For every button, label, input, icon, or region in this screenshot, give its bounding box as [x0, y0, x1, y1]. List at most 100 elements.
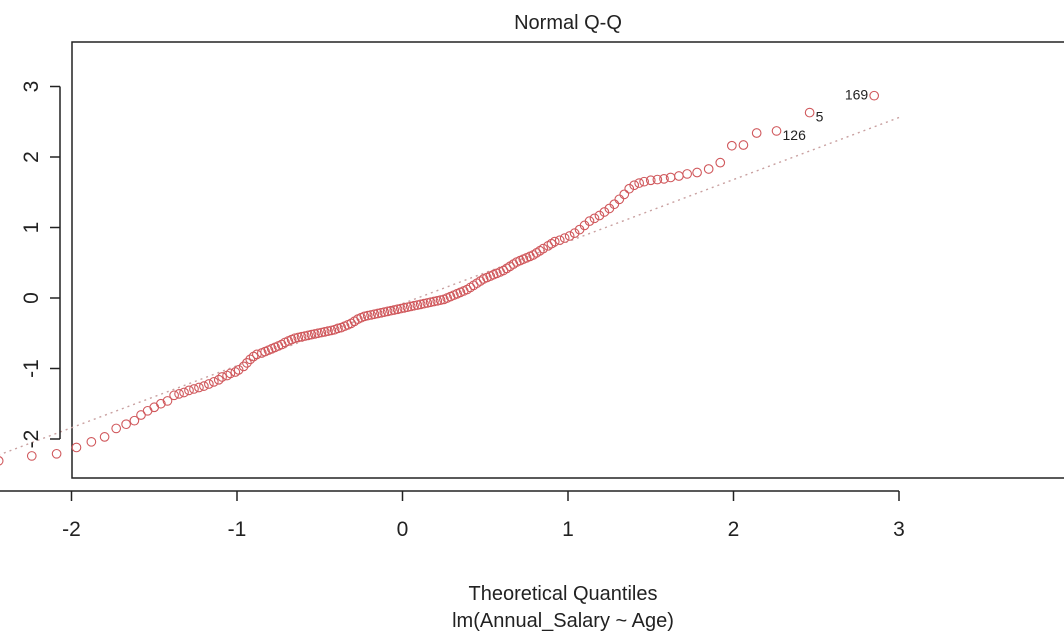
qq-point: [412, 300, 423, 310]
qq-point: [366, 310, 376, 320]
qq-point: [121, 419, 131, 430]
qq-point: [290, 333, 300, 344]
qq-point: [771, 126, 782, 136]
x-tick-label: -2: [62, 518, 81, 541]
qq-point: [208, 377, 219, 387]
qq-point: [429, 296, 439, 307]
qq-point: [306, 329, 317, 340]
qq-point: [751, 128, 762, 138]
qq-point: [726, 140, 737, 151]
qq-point: [99, 432, 110, 442]
x-tick-label: 1: [562, 518, 574, 541]
qq-point: [869, 90, 880, 101]
point-labels: 169 5 126: [783, 87, 869, 143]
qq-point: [26, 451, 37, 461]
y-tick-label: 0: [20, 292, 43, 304]
qq-point: [738, 140, 749, 150]
x-tick-label: -1: [228, 518, 247, 541]
qq-point: [614, 194, 625, 205]
qq-point: [316, 327, 327, 338]
qq-point: [399, 303, 410, 313]
qq-point: [326, 325, 337, 336]
qq-point: [415, 299, 426, 310]
qq-point: [386, 305, 396, 316]
qq-point: [659, 174, 669, 184]
qq-point: [238, 361, 249, 372]
qq-point: [395, 303, 406, 314]
qq-point: [674, 171, 684, 181]
qq-point: [589, 213, 600, 224]
x-tick-label: 0: [397, 518, 409, 541]
qq-point: [252, 349, 262, 360]
qq-point: [419, 298, 429, 309]
y-tick-label: 1: [20, 222, 43, 234]
x-tick-label: 2: [728, 518, 740, 541]
qq-point: [569, 228, 580, 238]
y-tick-label: -2: [20, 430, 43, 449]
qq-point: [242, 358, 252, 368]
qq-point: [169, 390, 179, 401]
qq-point: [379, 307, 390, 317]
qq-point: [599, 207, 610, 217]
qq-point: [142, 405, 153, 416]
qq-point: [213, 374, 224, 385]
qq-point: [389, 305, 400, 315]
point-label: 169: [845, 87, 869, 103]
qq-point: [313, 328, 323, 339]
qq-point: [0, 456, 4, 466]
qq-point: [652, 174, 663, 185]
qq-point: [402, 302, 413, 313]
qq-point: [425, 297, 436, 308]
qq-point: [162, 396, 173, 406]
plot-box: [71, 41, 1064, 479]
model-formula: lm(Annual_Salary ~ Age): [452, 610, 674, 632]
y-tick-label: 2: [20, 151, 43, 163]
x-axis-title: Theoretical Quantiles: [469, 583, 658, 605]
qq-point: [629, 180, 640, 191]
point-label: 5: [816, 109, 824, 125]
qq-point: [422, 298, 433, 308]
chart-title: Normal Q-Q: [514, 12, 622, 34]
qq-point: [323, 326, 333, 336]
qq-point: [584, 216, 595, 227]
qq-point: [624, 183, 635, 194]
qq-point: [432, 295, 443, 306]
qq-point: [382, 306, 393, 317]
qq-point: [564, 231, 575, 241]
qq-point: [634, 178, 645, 188]
qq-point: [51, 448, 62, 459]
qq-point: [303, 330, 314, 341]
qq-point: [86, 436, 97, 447]
qq-point: [559, 233, 570, 243]
point-label: 126: [783, 127, 807, 143]
qq-point: [376, 307, 386, 318]
qq-point: [538, 243, 549, 254]
y-tick-label: -1: [20, 359, 43, 378]
qq-point: [362, 310, 373, 321]
qq-point: [71, 442, 82, 453]
reference-line: [0, 115, 903, 456]
qq-point: [435, 295, 446, 305]
qq-point: [549, 236, 560, 247]
qq-point: [293, 332, 304, 343]
qq-point: [319, 326, 330, 337]
qq-point: [204, 379, 214, 389]
qq-point: [217, 372, 227, 382]
qq-point: [199, 381, 209, 391]
qq-point: [189, 384, 199, 394]
qq-point: [645, 175, 656, 186]
qq-point: [225, 368, 236, 379]
qq-point: [179, 387, 189, 398]
data-points: [0, 90, 880, 466]
qq-point: [149, 402, 160, 413]
qq-point: [703, 164, 714, 174]
qq-point: [372, 308, 383, 319]
qq-point: [639, 176, 649, 187]
qq-point: [692, 167, 702, 178]
qq-point: [804, 107, 815, 118]
qq-point: [392, 304, 403, 315]
qq-point: [619, 189, 630, 200]
qq-point: [333, 323, 343, 334]
qq-point: [409, 300, 419, 311]
